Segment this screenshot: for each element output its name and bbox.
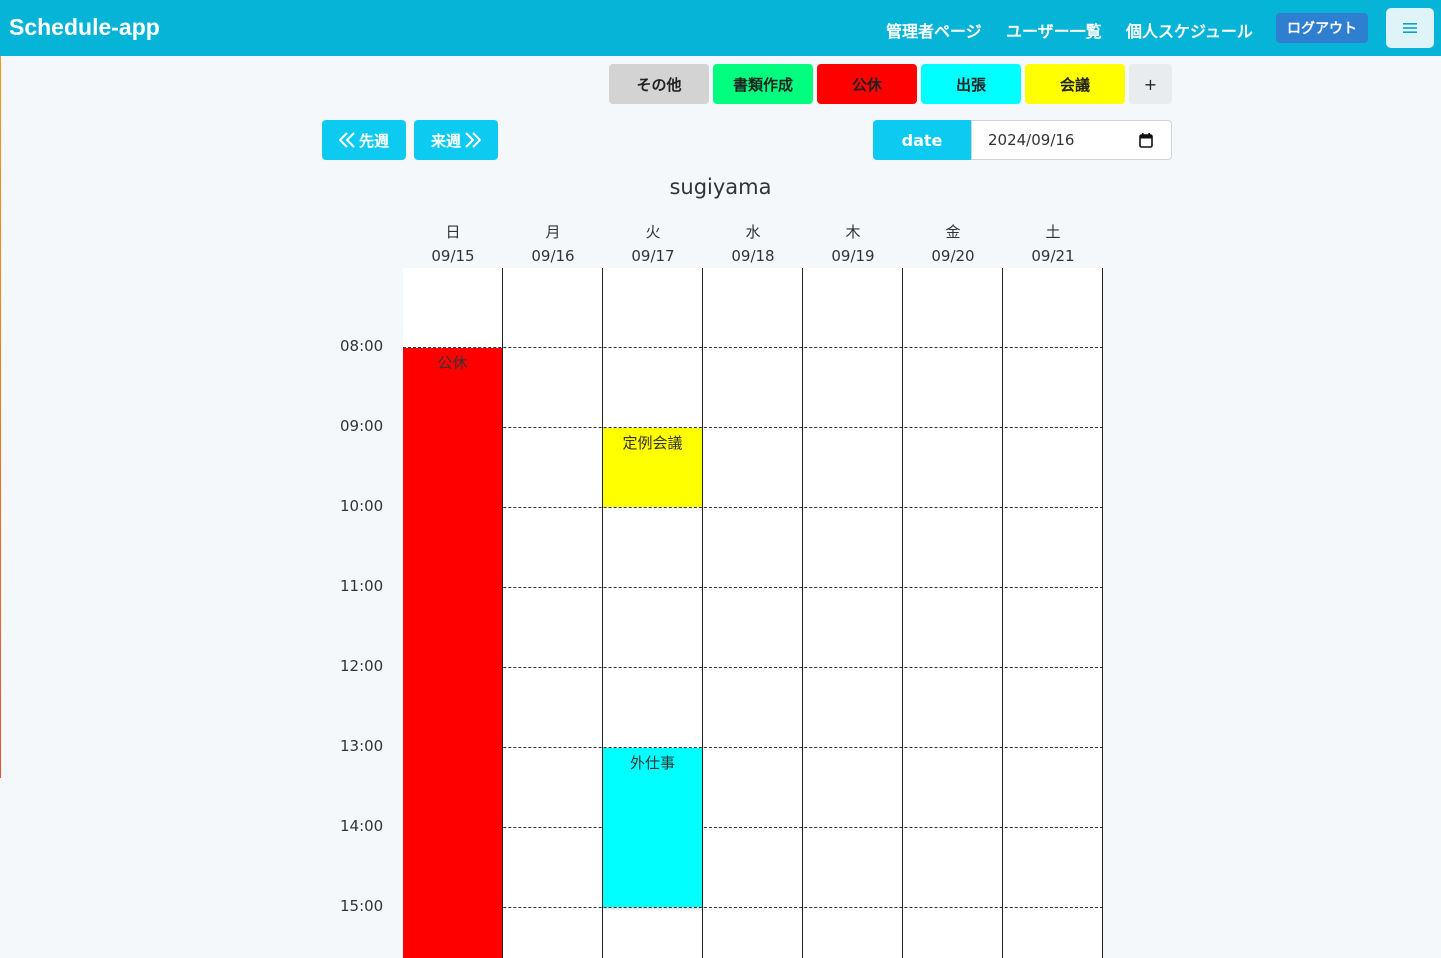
event-block-regular-meeting[interactable]: 定例会議 xyxy=(603,428,702,507)
date-label: 09/17 xyxy=(631,247,675,265)
category-documents-button[interactable]: 書類作成 xyxy=(713,64,813,104)
time-label: 10:00 xyxy=(340,497,384,515)
prev-week-label: 先週 xyxy=(358,131,389,150)
schedule-user-name: sugiyama xyxy=(669,175,772,199)
weekday-label: 月 xyxy=(545,223,561,241)
day-column-divider xyxy=(802,268,803,958)
weekday-label: 火 xyxy=(645,223,661,241)
category-holiday-button[interactable]: 公休 xyxy=(817,64,917,104)
nav-link-admin[interactable]: 管理者ページ xyxy=(886,22,982,41)
event-block-outside-work[interactable]: 外仕事 xyxy=(603,748,702,907)
time-label: 09:00 xyxy=(340,417,384,435)
category-business-trip-button[interactable]: 出張 xyxy=(921,64,1021,104)
date-label: 09/19 xyxy=(831,247,875,265)
weekday-label: 日 xyxy=(445,223,461,241)
date-label: 09/16 xyxy=(531,247,575,265)
day-header-wed: 水 09/18 xyxy=(703,220,803,268)
day-header-tue: 火 09/17 xyxy=(603,220,703,268)
date-input[interactable]: 2024/09/16 xyxy=(971,120,1172,160)
hour-gridline xyxy=(403,907,1103,908)
day-column-divider xyxy=(702,268,703,958)
day-column-divider xyxy=(1102,268,1103,958)
calendar-grid[interactable] xyxy=(403,268,1103,958)
weekday-label: 土 xyxy=(1045,223,1061,241)
event-block-holiday[interactable]: 公休 xyxy=(403,348,502,958)
hour-gridline xyxy=(403,587,1103,588)
weekday-label: 水 xyxy=(745,223,761,241)
date-label: 09/15 xyxy=(431,247,475,265)
double-chevron-right-icon xyxy=(465,132,481,148)
date-value: 2024/09/16 xyxy=(988,131,1075,149)
hour-gridline xyxy=(403,427,1103,428)
hour-gridline xyxy=(403,347,1103,348)
brand-logo[interactable]: Schedule-app xyxy=(9,14,160,40)
date-label: 09/21 xyxy=(1031,247,1075,265)
day-column-divider xyxy=(1002,268,1003,958)
day-header-sat: 土 09/21 xyxy=(1003,220,1103,268)
navbar: Schedule-app 管理者ページ ユーザー一覧 個人スケジュール ログアウ… xyxy=(0,0,1441,56)
hamburger-icon xyxy=(1403,23,1417,33)
day-header-fri: 金 09/20 xyxy=(903,220,1003,268)
left-edge-accent xyxy=(0,56,1,778)
calendar-icon[interactable] xyxy=(1139,133,1153,148)
double-chevron-left-icon xyxy=(338,132,355,148)
weekday-label: 木 xyxy=(845,223,861,241)
date-label: 09/18 xyxy=(731,247,775,265)
next-week-button[interactable]: 来週 xyxy=(414,120,498,160)
day-column-divider xyxy=(902,268,903,958)
hour-gridline xyxy=(403,747,1103,748)
day-header-sun: 日 09/15 xyxy=(403,220,503,268)
prev-week-button[interactable]: 先週 xyxy=(322,120,406,160)
hour-gridline xyxy=(403,827,1103,828)
time-label: 15:00 xyxy=(340,897,384,915)
nav-link-personal-schedule[interactable]: 個人スケジュール xyxy=(1126,22,1253,41)
nav-link-users[interactable]: ユーザー一覧 xyxy=(1006,22,1102,41)
category-meeting-button[interactable]: 会議 xyxy=(1025,64,1125,104)
time-label: 08:00 xyxy=(340,337,384,355)
logout-button[interactable]: ログアウト xyxy=(1276,13,1368,43)
hour-gridline xyxy=(403,507,1103,508)
time-label: 11:00 xyxy=(340,577,384,595)
add-category-button[interactable]: + xyxy=(1129,64,1172,104)
day-column-divider xyxy=(502,268,503,958)
time-label: 12:00 xyxy=(340,657,384,675)
day-column-divider xyxy=(602,268,603,958)
day-header-mon: 月 09/16 xyxy=(503,220,603,268)
weekday-label: 金 xyxy=(945,223,961,241)
next-week-label: 来週 xyxy=(430,131,461,150)
hour-gridline xyxy=(403,667,1103,668)
category-other-button[interactable]: その他 xyxy=(609,64,709,104)
time-label: 14:00 xyxy=(340,817,384,835)
menu-toggle-button[interactable] xyxy=(1386,8,1434,48)
date-label: 09/20 xyxy=(931,247,975,265)
time-label: 13:00 xyxy=(340,737,384,755)
day-header-thu: 木 09/19 xyxy=(803,220,903,268)
date-label: date xyxy=(873,120,971,160)
